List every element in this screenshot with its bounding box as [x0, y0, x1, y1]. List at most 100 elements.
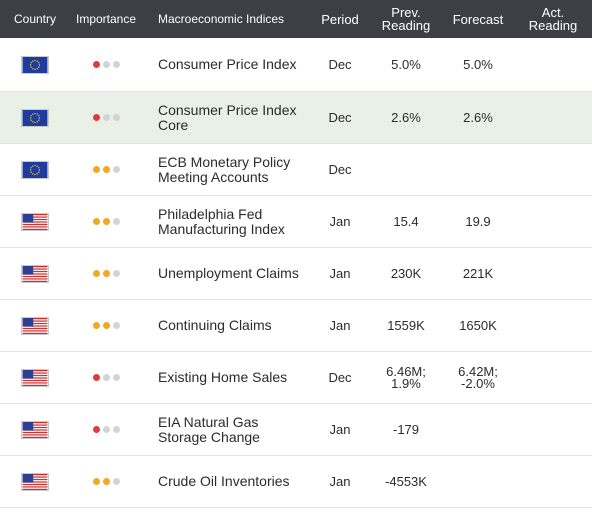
prev-reading-value: 15.4	[393, 213, 419, 229]
country-cell	[0, 212, 70, 231]
importance-dot	[112, 166, 120, 173]
importance-dot	[112, 270, 120, 277]
indicator-name[interactable]: Consumer Price Index	[158, 56, 297, 72]
country-cell	[0, 160, 70, 179]
importance-dot	[112, 426, 120, 433]
importance-dot	[112, 374, 120, 381]
period-value: Jan	[329, 318, 351, 333]
country-cell	[0, 472, 70, 491]
header-forecast[interactable]: Forecast	[452, 11, 504, 27]
eu-flag-icon	[21, 160, 49, 179]
period-value: Jan	[329, 266, 351, 281]
importance-dot	[92, 426, 100, 433]
importance-dot	[112, 218, 120, 225]
table-row[interactable]: Continuing Claims Jan 1559K 1650K	[0, 300, 592, 352]
importance-cell	[70, 322, 142, 329]
importance-indicator	[92, 166, 120, 173]
importance-dot	[102, 61, 110, 68]
forecast-value: 221K	[462, 265, 494, 281]
table-row[interactable]: Consumer Price Index Dec 5.0% 5.0%	[0, 38, 592, 92]
period-value: Jan	[329, 474, 351, 489]
table-row[interactable]: Existing Home Sales Dec 6.46M; 1.9% 6.42…	[0, 352, 592, 404]
country-cell	[0, 264, 70, 283]
importance-dot	[92, 478, 100, 485]
forecast-value: 1650K	[459, 317, 497, 333]
importance-dot	[92, 61, 100, 68]
importance-dot	[102, 374, 110, 381]
prev-reading-value: 2.6%	[391, 109, 421, 125]
importance-dot	[112, 478, 120, 485]
importance-indicator	[92, 374, 120, 381]
forecast-value: 19.9	[465, 213, 491, 229]
header-importance[interactable]: Importance	[75, 11, 137, 26]
us-flag-icon	[21, 420, 49, 439]
importance-dot	[92, 218, 100, 225]
table-row[interactable]: EIA Natural Gas Storage Change Jan -179	[0, 404, 592, 456]
us-flag-icon	[21, 316, 49, 335]
importance-indicator	[92, 322, 120, 329]
us-flag-icon	[21, 472, 49, 491]
importance-dot	[102, 114, 110, 121]
us-flag-icon	[21, 264, 49, 283]
indicator-name[interactable]: Existing Home Sales	[158, 369, 288, 385]
country-cell	[0, 108, 70, 127]
indicator-name[interactable]: Crude Oil Inventories	[158, 473, 290, 489]
forecast-value: 5.0%	[463, 56, 493, 72]
table-row[interactable]: Unemployment Claims Jan 230K 221K	[0, 248, 592, 300]
importance-cell	[70, 166, 142, 173]
header-period[interactable]: Period	[321, 11, 359, 27]
country-cell	[0, 420, 70, 439]
importance-dot	[92, 270, 100, 277]
prev-reading-value: 1559K	[387, 317, 425, 333]
indicator-name[interactable]: ECB Monetary Policy Meeting Accounts	[158, 153, 291, 185]
table-row[interactable]: Crude Oil Inventories Jan -4553K	[0, 456, 592, 508]
period-value: Dec	[328, 110, 352, 125]
us-flag-icon	[21, 212, 49, 231]
prev-reading-value: 230K	[390, 265, 422, 281]
importance-cell	[70, 426, 142, 433]
importance-dot	[112, 114, 120, 121]
country-cell	[0, 55, 70, 74]
importance-indicator	[92, 114, 120, 121]
header-indices[interactable]: Macroeconomic Indices	[158, 11, 285, 26]
importance-dot	[102, 218, 110, 225]
indicator-name[interactable]: Continuing Claims	[158, 317, 272, 333]
prev-reading-value: -179	[392, 421, 420, 437]
table-header: Country Importance Macroeconomic Indices…	[0, 0, 592, 38]
importance-cell	[70, 270, 142, 277]
indicator-name[interactable]: Philadelphia Fed Manufacturing Index	[158, 205, 285, 237]
importance-indicator	[92, 426, 120, 433]
header-prev-reading[interactable]: Prev. Reading	[381, 5, 431, 33]
importance-dot	[92, 166, 100, 173]
importance-dot	[102, 426, 110, 433]
indicator-name[interactable]: EIA Natural Gas Storage Change	[158, 413, 260, 445]
forecast-value: 6.42M; -2.0%	[458, 363, 498, 391]
table-row[interactable]: Consumer Price Index Core Dec 2.6% 2.6%	[0, 92, 592, 144]
period-value: Dec	[328, 57, 352, 72]
importance-indicator	[92, 61, 120, 68]
importance-indicator	[92, 270, 120, 277]
indicator-name[interactable]: Unemployment Claims	[158, 265, 299, 281]
importance-cell	[70, 478, 142, 485]
importance-dot	[92, 322, 100, 329]
importance-cell	[70, 114, 142, 121]
importance-dot	[102, 322, 110, 329]
importance-dot	[102, 478, 110, 485]
table-row[interactable]: Philadelphia Fed Manufacturing Index Jan…	[0, 196, 592, 248]
importance-indicator	[92, 218, 120, 225]
indicator-name[interactable]: Consumer Price Index Core	[158, 101, 297, 133]
header-country[interactable]: Country	[13, 11, 57, 26]
prev-reading-value: -4553K	[385, 473, 427, 489]
importance-cell	[70, 374, 142, 381]
importance-dot	[92, 114, 100, 121]
importance-cell	[70, 61, 142, 68]
table-body: Consumer Price Index Dec 5.0% 5.0% Consu…	[0, 38, 592, 508]
eu-flag-icon	[21, 108, 49, 127]
prev-reading-value: 6.46M; 1.9%	[386, 363, 426, 391]
country-cell	[0, 368, 70, 387]
table-row[interactable]: ECB Monetary Policy Meeting Accounts Dec	[0, 144, 592, 196]
header-actual-reading[interactable]: Act. Reading	[528, 5, 578, 33]
period-value: Dec	[328, 370, 352, 385]
importance-dot	[102, 270, 110, 277]
eu-flag-icon	[21, 55, 49, 74]
